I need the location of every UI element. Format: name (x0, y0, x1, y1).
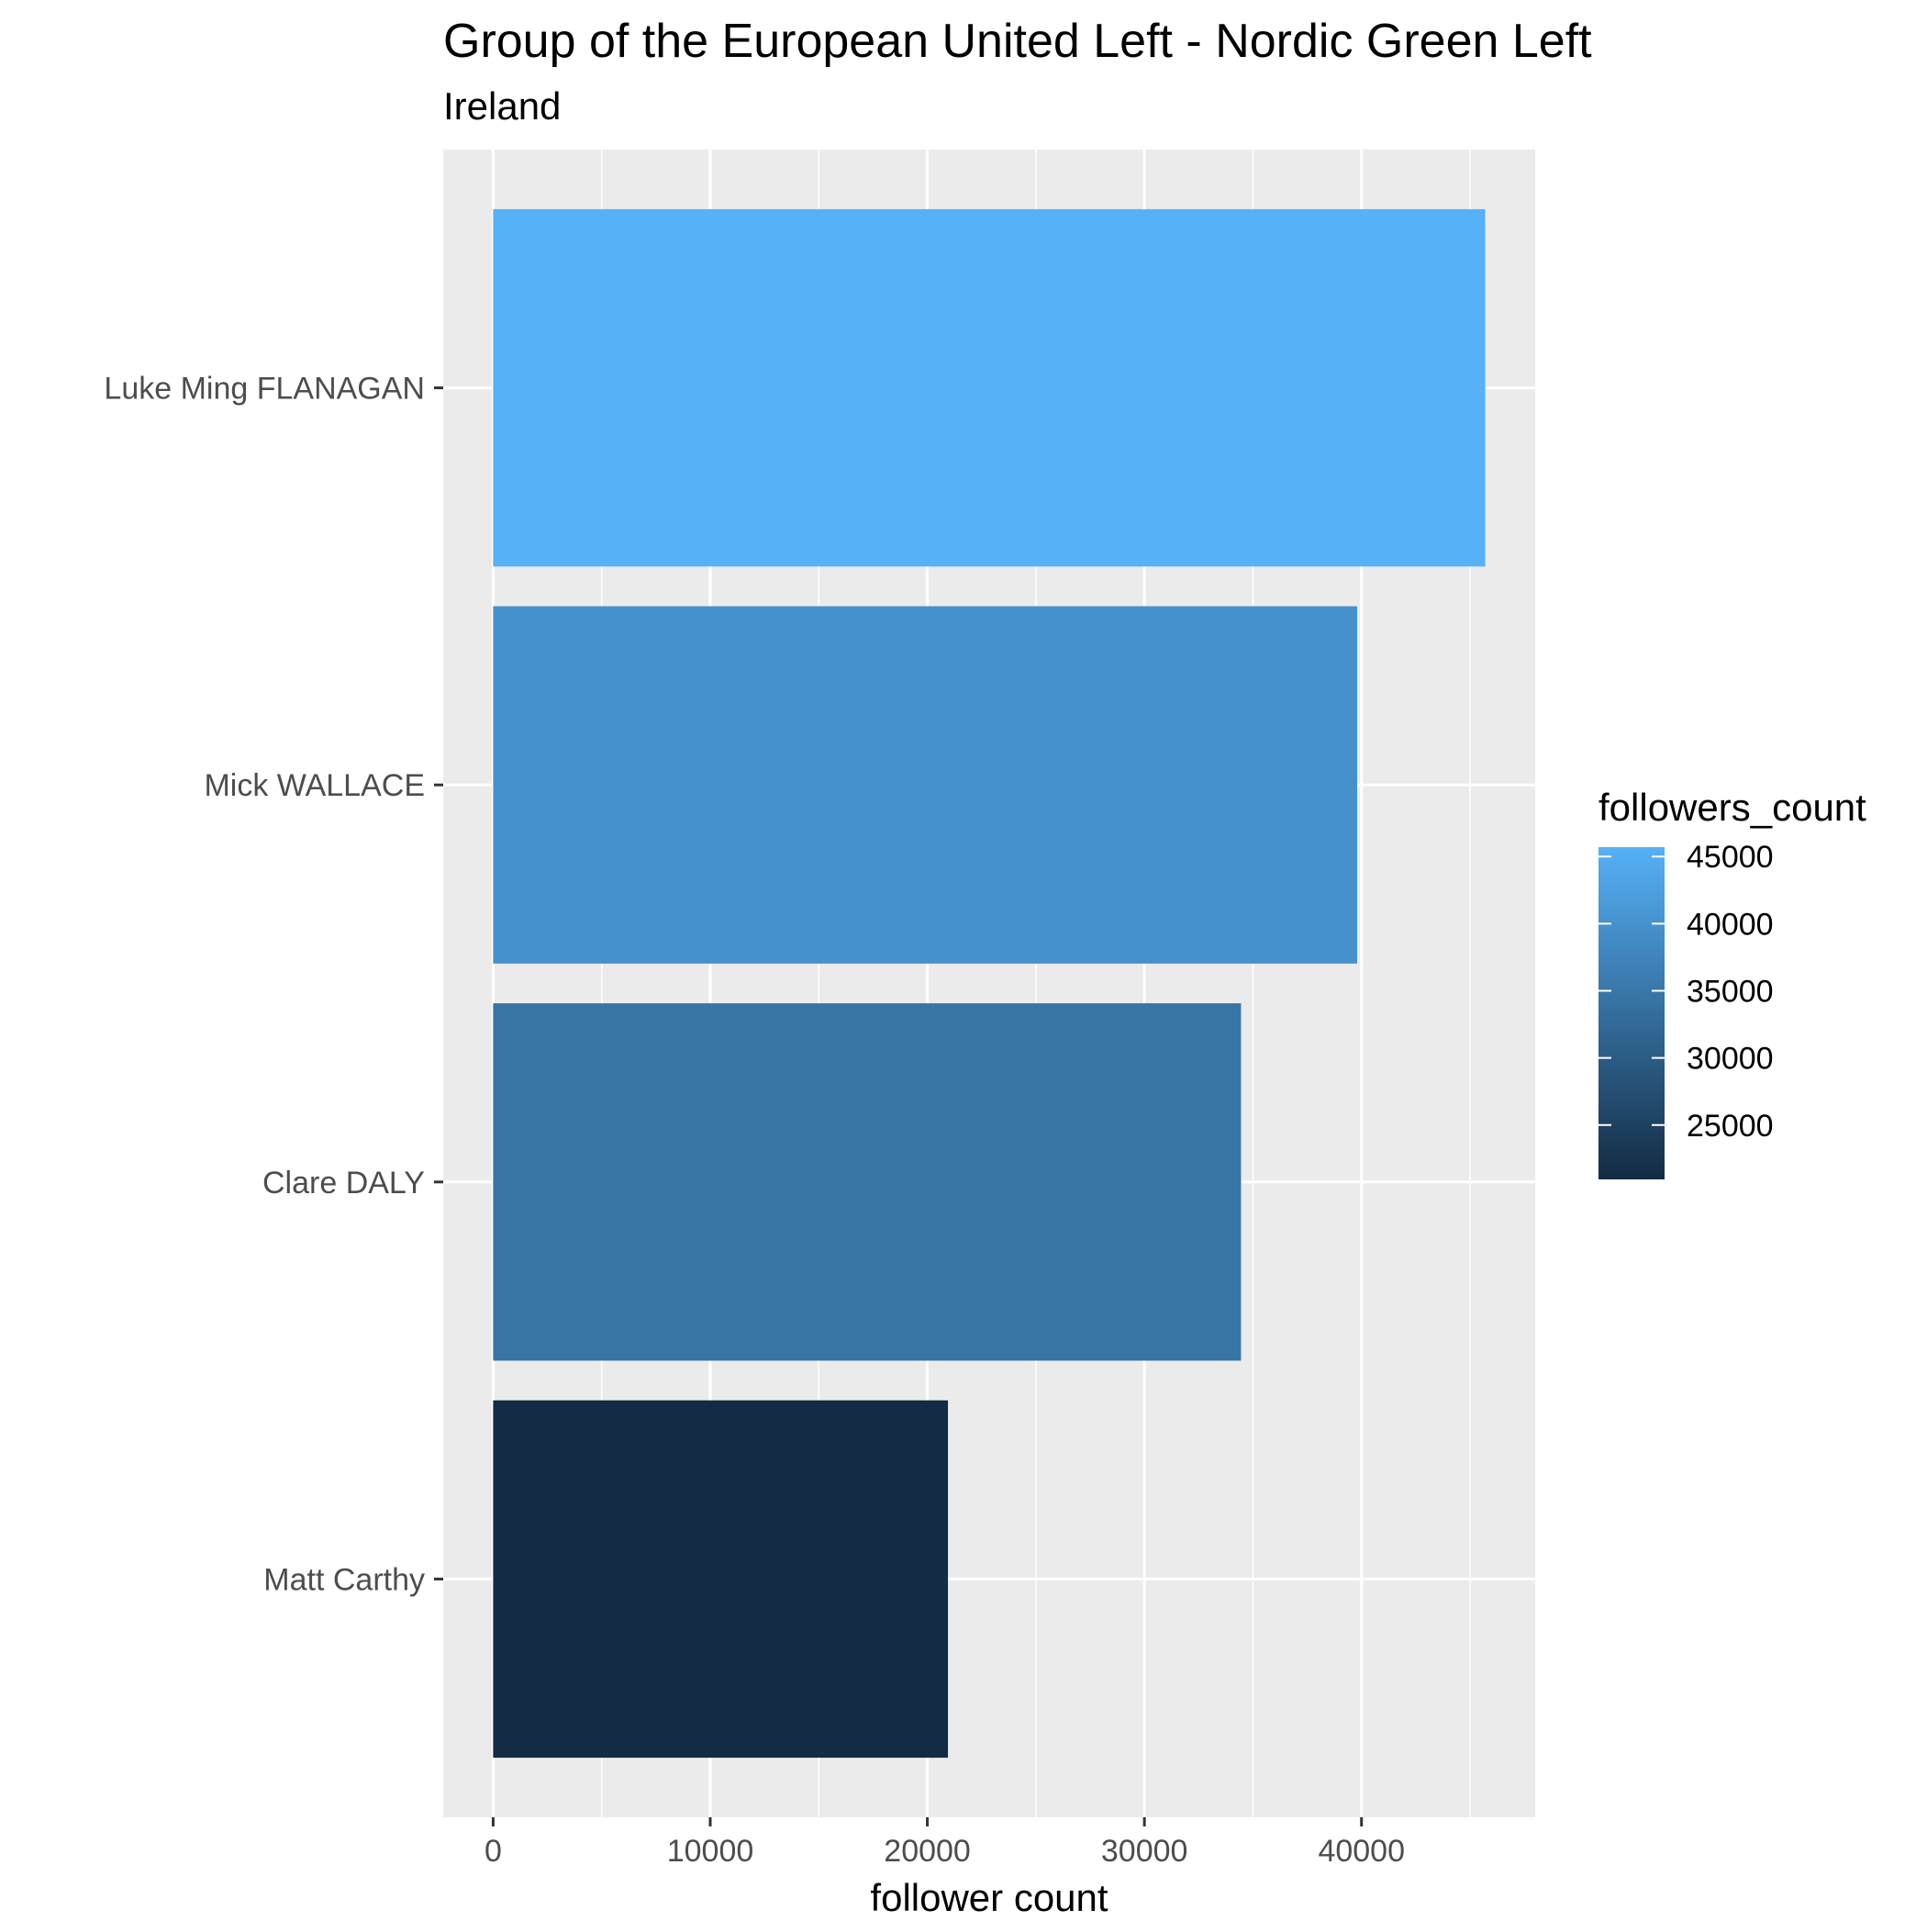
bar (493, 1400, 949, 1759)
y-tick-label: Mick WALLACE (204, 768, 425, 803)
legend-tick-label: 40000 (1687, 907, 1774, 942)
x-tick-label: 10000 (667, 1834, 754, 1869)
x-axis-title: follower count (870, 1876, 1108, 1919)
legend-tick-label: 35000 (1687, 975, 1774, 1010)
bar (493, 606, 1358, 964)
legend: followers_count 45000 40000 35000 30000 2500… (1598, 786, 1866, 1179)
legend-colorbar (1598, 847, 1665, 1179)
x-tick-label: 0 (485, 1834, 502, 1869)
legend-tick-label: 25000 (1687, 1109, 1774, 1144)
legend-title: followers_count (1598, 786, 1866, 829)
legend-tick-label: 30000 (1687, 1042, 1774, 1077)
chart-subtitle: Ireland (443, 84, 561, 128)
y-tick-label: Clare DALY (262, 1166, 425, 1201)
x-axis: 0 10000 20000 30000 40000 (485, 1817, 1405, 1869)
y-tick-label: Matt Carthy (263, 1562, 425, 1597)
bar (493, 208, 1486, 567)
x-tick-label: 30000 (1101, 1834, 1188, 1869)
bars (493, 208, 1486, 1759)
y-axis: Luke Ming FLANAGAN Mick WALLACE Clare DALY… (104, 372, 443, 1597)
chart-title: Group of the European United Left - Nord… (443, 15, 1592, 68)
x-tick-label: 40000 (1318, 1834, 1405, 1869)
y-tick-label: Luke Ming FLANAGAN (104, 372, 425, 407)
legend-tick-label: 45000 (1687, 840, 1774, 875)
bar (493, 1003, 1242, 1361)
x-tick-label: 20000 (884, 1834, 971, 1869)
